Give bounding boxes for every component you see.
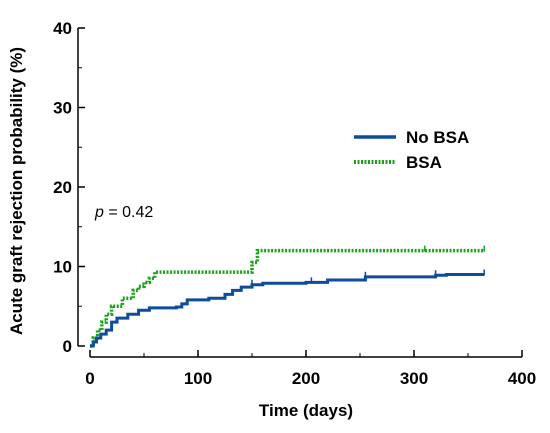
- x-tick-label: 0: [85, 369, 94, 388]
- axes-group: [77, 28, 522, 358]
- y-tick-label: 30: [53, 99, 72, 118]
- x-axis-title: Time (days): [259, 401, 353, 420]
- y-tick-label: 0: [63, 337, 72, 356]
- x-tick-label: 100: [184, 369, 212, 388]
- p-value-text: = 0.42: [104, 204, 153, 221]
- p-value-annotation: p = 0.42: [94, 204, 153, 221]
- legend-label-no-bsa: No BSA: [406, 128, 469, 147]
- y-axis-title: Acute graft rejection probability (%): [7, 47, 26, 335]
- y-tick-label: 20: [53, 178, 72, 197]
- x-tick-label: 400: [508, 369, 536, 388]
- series-line-no-bsa: [90, 272, 485, 348]
- series-line-bsa: [90, 248, 485, 348]
- x-tick-label: 200: [292, 369, 320, 388]
- series-group: [90, 245, 485, 348]
- y-tick-label: 40: [53, 19, 72, 38]
- legend: No BSA BSA: [354, 128, 469, 172]
- y-tick-label: 10: [53, 258, 72, 277]
- x-tick-label: 300: [400, 369, 428, 388]
- p-value-symbol: p: [94, 204, 104, 221]
- legend-label-bsa: BSA: [406, 153, 442, 172]
